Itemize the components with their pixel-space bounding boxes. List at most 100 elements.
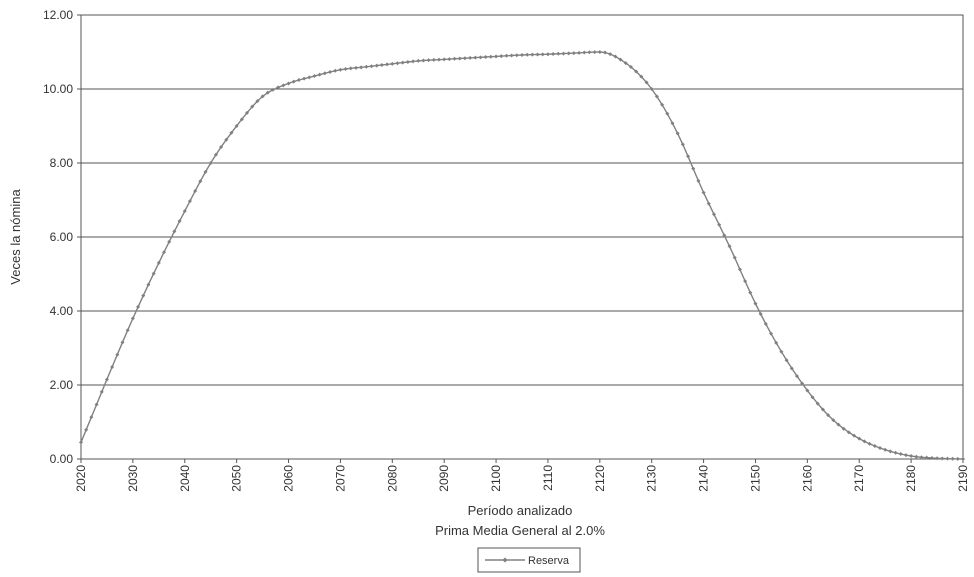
x-tick-label: 2150 — [748, 465, 762, 492]
data-point — [79, 440, 83, 445]
data-point — [877, 445, 882, 450]
data-point — [452, 56, 457, 61]
x-tick-label: 2090 — [437, 465, 451, 492]
data-point — [909, 454, 914, 459]
data-point — [193, 189, 198, 194]
x-tick-label: 2030 — [126, 465, 140, 492]
y-tick-label: 0.00 — [50, 452, 74, 466]
data-point — [644, 80, 649, 85]
data-point — [680, 142, 685, 147]
data-point — [333, 68, 338, 73]
data-point — [955, 456, 960, 461]
data-point — [442, 57, 447, 62]
data-point — [499, 54, 504, 59]
data-point — [872, 444, 877, 449]
data-point — [208, 161, 213, 165]
data-point — [940, 456, 945, 461]
data-point — [213, 152, 218, 157]
data-point — [504, 53, 509, 58]
data-point — [115, 352, 120, 357]
data-point — [353, 65, 358, 70]
data-point — [162, 250, 167, 255]
data-point — [769, 331, 774, 336]
data-point — [312, 74, 317, 79]
x-tick-label: 2180 — [904, 465, 918, 492]
data-point — [99, 389, 104, 394]
data-point — [545, 52, 550, 57]
data-point — [509, 53, 514, 58]
data-point — [893, 450, 898, 455]
x-tick-label: 2040 — [178, 465, 192, 492]
data-point — [260, 94, 265, 99]
x-tick-label: 2020 — [74, 465, 88, 492]
data-point — [255, 99, 260, 104]
data-point — [587, 50, 592, 55]
data-point — [520, 52, 524, 57]
data-point — [826, 413, 831, 418]
data-point — [743, 279, 748, 284]
data-point — [727, 244, 732, 249]
data-point — [328, 69, 333, 74]
data-point — [774, 340, 779, 345]
x-tick-label: 2070 — [333, 465, 347, 492]
data-point — [649, 87, 654, 91]
data-point — [395, 61, 400, 66]
x-tick-label: 2140 — [697, 465, 711, 492]
data-point — [431, 57, 436, 62]
data-point — [831, 418, 836, 423]
data-point — [929, 455, 934, 460]
data-point — [307, 75, 312, 80]
data-point — [411, 59, 416, 64]
series-line-reserva — [80, 51, 964, 460]
data-point — [125, 328, 130, 333]
data-point — [540, 52, 545, 57]
data-point — [426, 58, 431, 63]
x-tick-label: 2060 — [282, 465, 296, 492]
data-point — [577, 50, 582, 55]
x-tick-label: 2190 — [956, 465, 970, 492]
data-point — [660, 102, 665, 107]
data-point — [613, 54, 618, 59]
data-point — [675, 131, 680, 136]
y-tick-label: 4.00 — [50, 304, 74, 318]
data-point — [820, 407, 825, 412]
data-point — [187, 199, 192, 204]
legend-marker-icon — [502, 557, 508, 563]
data-point — [571, 51, 576, 56]
data-point — [867, 441, 872, 446]
legend: Reserva — [477, 547, 581, 573]
x-tick-label: 2160 — [800, 465, 814, 492]
data-point — [665, 111, 670, 116]
data-point — [296, 78, 301, 83]
data-point — [857, 436, 862, 441]
data-point — [436, 57, 441, 62]
data-point — [421, 58, 426, 63]
data-point — [919, 455, 924, 460]
data-point — [130, 316, 135, 321]
x-axis-label: Período analizado — [468, 503, 573, 518]
data-point — [239, 117, 244, 122]
data-point — [364, 64, 369, 69]
data-point — [281, 83, 286, 88]
x-tick-label: 2130 — [645, 465, 659, 492]
data-point — [494, 54, 499, 59]
data-point — [488, 54, 493, 59]
data-point — [322, 71, 327, 76]
data-point — [473, 55, 478, 60]
data-point — [198, 179, 203, 184]
x-axis-sublabel: Prima Media General al 2.0% — [435, 523, 605, 538]
data-point — [156, 260, 161, 265]
data-point — [302, 76, 307, 81]
data-point — [696, 178, 701, 183]
data-point — [172, 229, 177, 234]
data-point — [862, 439, 867, 444]
x-tick-label: 2170 — [852, 465, 866, 492]
data-point — [789, 366, 794, 371]
data-point — [167, 239, 172, 244]
data-point — [597, 50, 602, 54]
y-tick-label: 8.00 — [50, 156, 74, 170]
data-point — [779, 349, 784, 354]
data-point — [603, 50, 608, 55]
data-point — [89, 415, 94, 420]
data-point — [457, 56, 462, 61]
